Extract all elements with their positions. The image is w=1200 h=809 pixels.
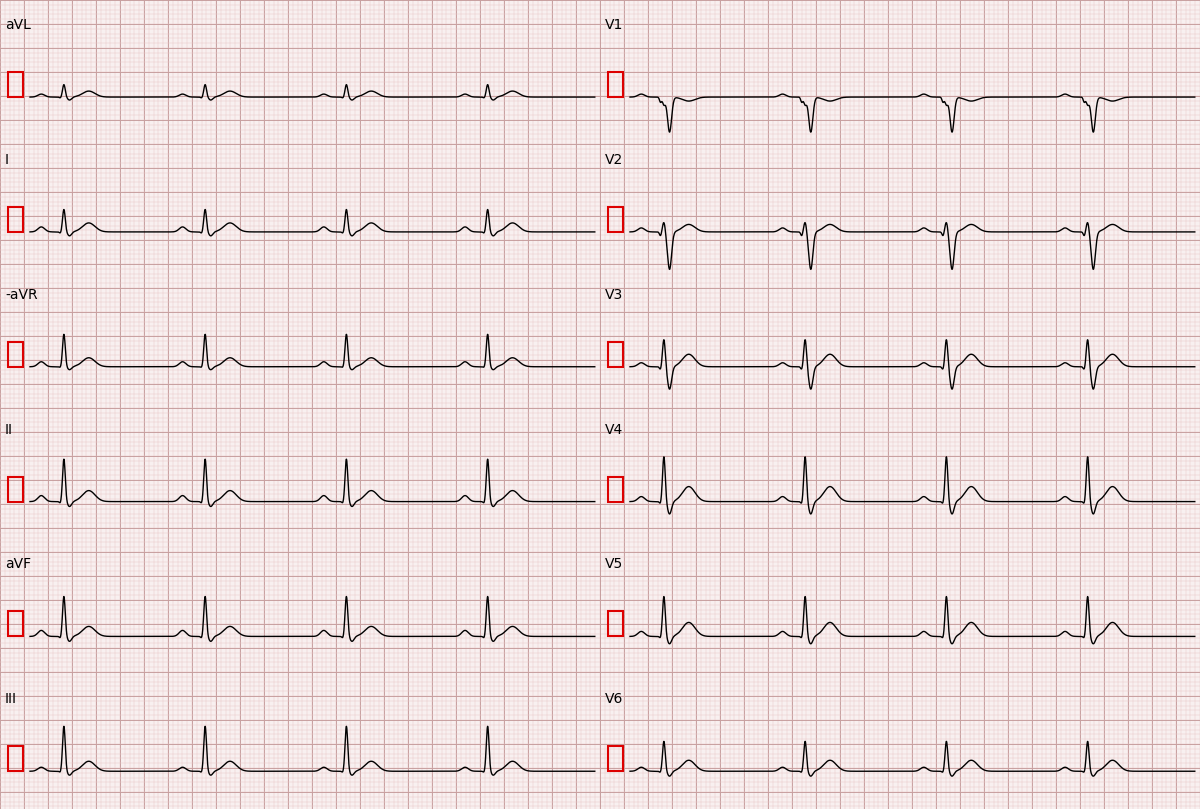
Bar xyxy=(8,341,23,366)
Bar xyxy=(8,207,23,232)
Text: II: II xyxy=(5,422,13,437)
Text: V2: V2 xyxy=(605,153,623,167)
Bar xyxy=(608,341,623,366)
Text: -aVR: -aVR xyxy=(5,288,37,302)
Text: aVL: aVL xyxy=(5,18,31,32)
Bar xyxy=(608,207,623,232)
Bar xyxy=(608,746,623,771)
Bar xyxy=(608,612,623,637)
Bar xyxy=(608,72,623,97)
Text: V3: V3 xyxy=(605,288,623,302)
Text: V4: V4 xyxy=(605,422,623,437)
Bar xyxy=(8,477,23,502)
Bar xyxy=(8,746,23,771)
Bar xyxy=(8,72,23,97)
Bar xyxy=(608,477,623,502)
Text: I: I xyxy=(5,153,10,167)
Bar xyxy=(8,612,23,637)
Text: III: III xyxy=(5,693,17,706)
Text: V5: V5 xyxy=(605,557,623,571)
Text: V6: V6 xyxy=(605,693,623,706)
Text: aVF: aVF xyxy=(5,557,31,571)
Text: V1: V1 xyxy=(605,18,623,32)
